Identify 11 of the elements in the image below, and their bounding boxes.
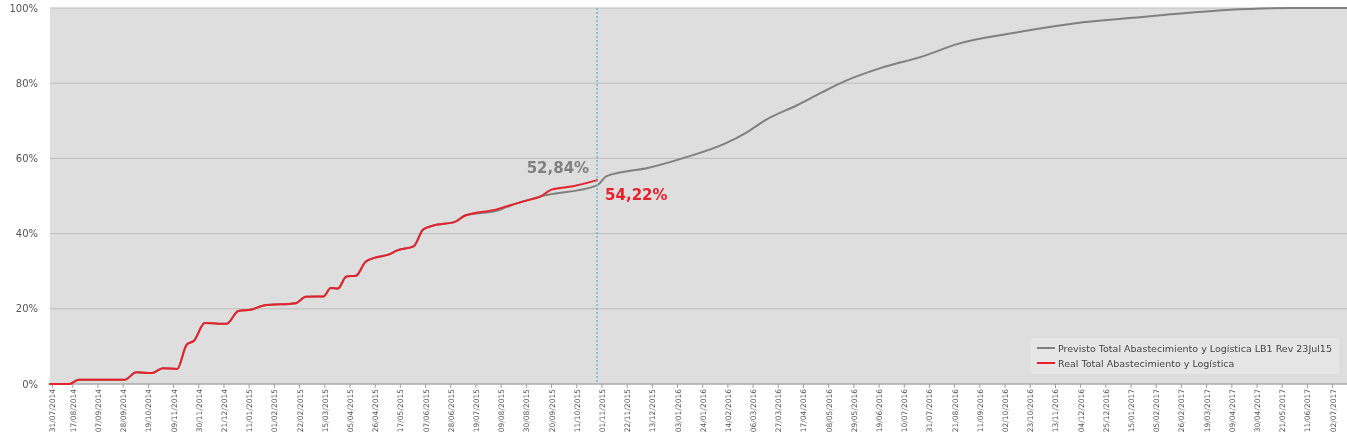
- y-tick-label: 40%: [15, 228, 38, 240]
- y-tick-label: 80%: [15, 77, 38, 89]
- y-tick-label: 60%: [15, 152, 38, 164]
- annotation: 52,84%: [526, 159, 590, 178]
- annotation: 54,22%: [605, 186, 668, 205]
- y-tick-label: 100%: [9, 2, 38, 14]
- line-series: [49, 179, 599, 385]
- legend-label: Previsto Total Abastecimiento y Logística LB1 Rev 23Jul15: [1058, 342, 1332, 354]
- y-tick-label: 20%: [15, 303, 38, 315]
- y-tick-label: 0%: [22, 378, 38, 390]
- legend-label: Real Total Abastecimiento y Logística: [1058, 357, 1235, 369]
